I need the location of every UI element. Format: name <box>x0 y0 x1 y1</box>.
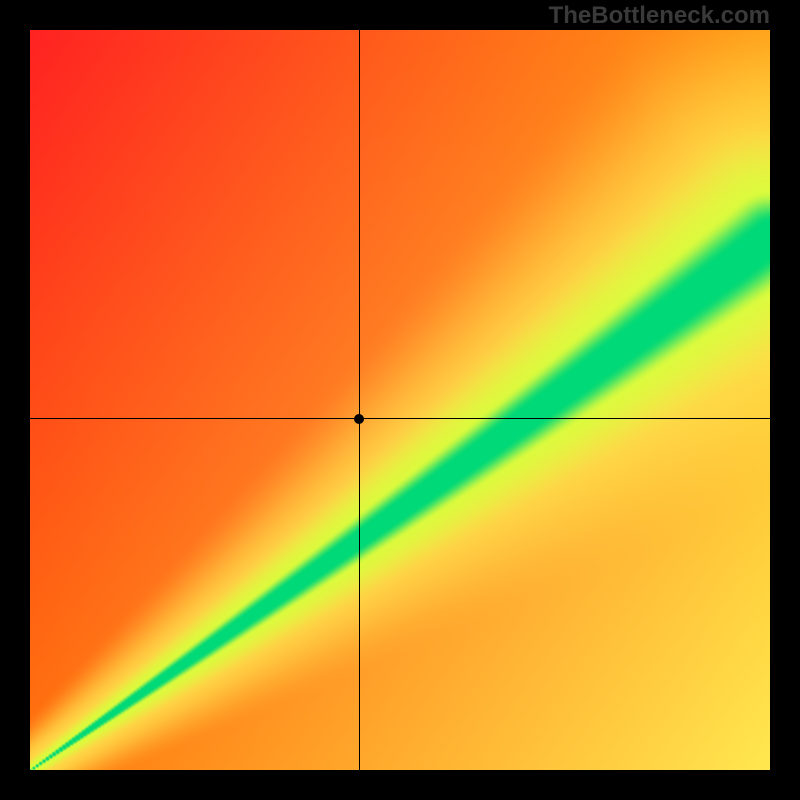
crosshair-vertical <box>359 30 360 770</box>
crosshair-horizontal <box>30 418 770 419</box>
heatmap-canvas <box>30 30 770 770</box>
crosshair-dot <box>354 414 364 424</box>
plot-area <box>30 30 770 770</box>
watermark-text: TheBottleneck.com <box>549 2 770 30</box>
